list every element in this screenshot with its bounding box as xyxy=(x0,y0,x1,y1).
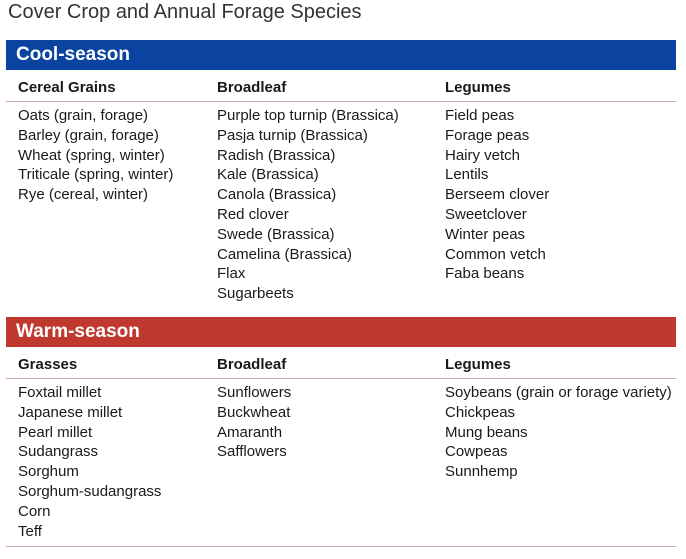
list-item: Barley (grain, forage) xyxy=(18,126,159,144)
list-item: Corn xyxy=(18,502,51,520)
list-item: Pearl millet xyxy=(18,423,93,441)
item-list: Purple top turnip (Brassica) Pasja turnip… xyxy=(217,106,399,304)
cool-header-divider xyxy=(6,101,676,102)
warm-season-band: Warm-season xyxy=(6,317,676,347)
list-item: Buckwheat xyxy=(217,403,291,421)
list-item: Sorghum-sudangrass xyxy=(18,482,162,500)
list-item: Sugarbeets xyxy=(217,285,294,303)
list-item: Lentils xyxy=(445,166,489,184)
list-item: Cowpeas xyxy=(445,443,508,461)
column-header: Broadleaf xyxy=(217,356,287,373)
list-item: Triticale (spring, winter) xyxy=(18,166,174,184)
warm-header-divider xyxy=(6,378,676,379)
list-item: Flax xyxy=(217,265,246,283)
list-item: Soybeans (grain or forage variety) xyxy=(445,384,672,401)
item-list: Sunflowers Buckwheat Amaranth Safflowers xyxy=(217,383,291,462)
list-item: Teff xyxy=(18,522,42,540)
list-item: Sweetclover xyxy=(445,205,527,223)
cool-season-band: Cool-season xyxy=(6,40,676,70)
column-header: Legumes xyxy=(445,79,511,96)
list-item: Sunnhemp xyxy=(445,463,518,481)
warm-col-broadleaf: Broadleaf Sunflowers Buckwheat Amaranth Saf… xyxy=(217,355,291,462)
list-item: Sudangrass xyxy=(18,443,99,461)
list-item: Amaranth xyxy=(217,423,283,441)
list-item: Swede (Brassica) xyxy=(217,225,335,243)
list-item: Purple top turnip (Brassica) xyxy=(217,107,399,124)
list-item: Common vetch xyxy=(445,245,546,263)
list-item: Radish (Brassica) xyxy=(217,146,336,164)
list-item: Camelina (Brassica) xyxy=(217,245,353,263)
list-item: Canola (Brassica) xyxy=(217,186,337,204)
column-header: Broadleaf xyxy=(217,79,287,96)
list-item: Foxtail millet xyxy=(18,384,102,401)
cool-col-cereal-grains: Cereal Grains Oats (grain, forage) Barley… xyxy=(18,78,173,205)
item-list: Field peas Forage peas Hairy vetch Lentils B… xyxy=(445,106,549,284)
cool-col-broadleaf: Broadleaf Purple top turnip (Brassica) Pa… xyxy=(217,78,399,304)
list-item: Berseem clover xyxy=(445,186,550,204)
list-item: Chickpeas xyxy=(445,403,516,421)
item-list: Soybeans (grain or forage variety) Chickp… xyxy=(445,383,672,482)
list-item: Wheat (spring, winter) xyxy=(18,146,165,164)
warm-col-grasses: Grasses Foxtail millet Japanese millet Pea… xyxy=(18,355,161,541)
list-item: Sunflowers xyxy=(217,384,292,401)
column-header: Grasses xyxy=(18,356,78,373)
cool-col-legumes: Legumes Field peas Forage peas Hairy vetch… xyxy=(445,78,549,284)
list-item: Red clover xyxy=(217,205,289,223)
list-item: Japanese millet xyxy=(18,403,123,421)
page-title: Cover Crop and Annual Forage Species xyxy=(8,1,362,23)
warm-col-legumes: Legumes Soybeans (grain or forage variet… xyxy=(445,355,672,482)
list-item: Field peas xyxy=(445,107,515,124)
list-item: Winter peas xyxy=(445,225,526,243)
list-item: Forage peas xyxy=(445,126,530,144)
list-item: Hairy vetch xyxy=(445,146,521,164)
list-item: Pasja turnip (Brassica) xyxy=(217,126,368,144)
list-item: Rye (cereal, winter) xyxy=(18,186,149,204)
list-item: Safflowers xyxy=(217,443,287,461)
list-item: Sorghum xyxy=(18,463,79,481)
list-item: Mung beans xyxy=(445,423,528,441)
column-header: Legumes xyxy=(445,356,511,373)
list-item: Kale (Brassica) xyxy=(217,166,319,184)
list-item: Oats (grain, forage) xyxy=(18,107,149,124)
item-list: Oats (grain, forage) Barley (grain, forag… xyxy=(18,106,173,205)
column-header: Cereal Grains xyxy=(18,79,116,96)
bottom-divider xyxy=(6,546,676,547)
item-list: Foxtail millet Japanese millet Pearl mille… xyxy=(18,383,161,541)
list-item: Faba beans xyxy=(445,265,525,283)
